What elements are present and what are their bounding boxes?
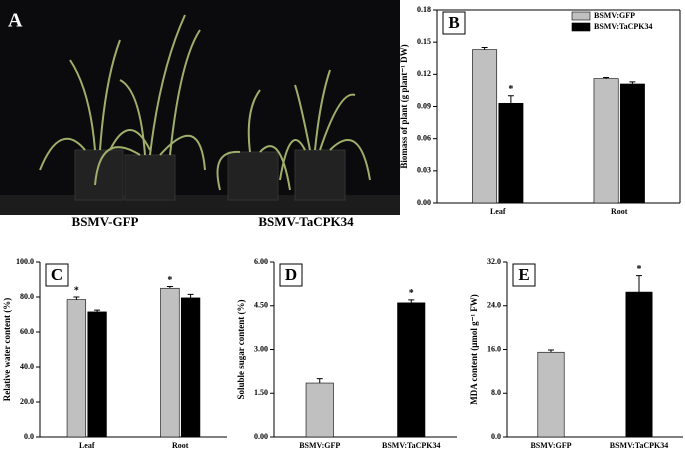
bar	[180, 297, 201, 438]
y-axis-label: MDA content (μmol g⁻¹ FW)	[469, 294, 479, 405]
pots	[74, 149, 346, 201]
panel-label-box	[512, 263, 536, 287]
bar	[66, 299, 87, 438]
x-tick-label: Leaf	[490, 207, 506, 216]
error-bar	[629, 81, 636, 84]
significance-mark: *	[508, 84, 513, 95]
photo-caption: BSMV-TaCPK34	[258, 214, 354, 229]
y-tick-label: 0.0	[491, 432, 501, 441]
bar	[625, 291, 653, 438]
plants	[39, 14, 371, 191]
x-tick-label: BSMV:TaCPK34	[382, 441, 441, 449]
panel-label: E	[518, 265, 529, 284]
y-tick-label: 60.0	[20, 327, 34, 336]
y-axis-label: Biomass of plant (g plant⁻¹ DW)	[399, 44, 409, 168]
significance-mark: *	[409, 288, 414, 299]
legend-label: BSMV:TaCPK34	[594, 22, 653, 31]
y-tick-label: 0.00	[254, 432, 268, 441]
photo-caption: BSMV-GFP	[72, 214, 139, 229]
y-axis-label: Relative water content (%)	[2, 298, 12, 402]
bar	[619, 83, 645, 204]
y-tick-label: 6.00	[254, 257, 268, 266]
photo-panel: A BSMV-GFP BSMV-TaCPK34	[0, 0, 400, 229]
panel-label-box	[45, 263, 69, 287]
y-tick-label: 16.0	[487, 344, 501, 353]
panel-label: A	[8, 10, 23, 32]
bar	[472, 49, 498, 204]
x-tick-label: Root	[611, 207, 628, 216]
error-bar	[507, 95, 514, 104]
y-axis-label: Soluble sugar content (%)	[236, 299, 246, 399]
significance-mark: *	[637, 264, 642, 275]
y-tick-label: 4.50	[254, 301, 268, 310]
y-tick-label: 40.0	[20, 362, 34, 371]
error-bar	[94, 309, 101, 312]
bar	[498, 102, 524, 204]
bar	[593, 78, 619, 204]
error-bar	[187, 293, 194, 298]
x-tick-label: Root	[172, 441, 189, 449]
error-bar	[166, 286, 173, 289]
panel-label: D	[285, 265, 297, 284]
error-bar	[408, 299, 415, 303]
error-bar	[316, 378, 323, 384]
x-tick-label: BSMV:TaCPK34	[610, 441, 669, 449]
y-tick-label: 32.0	[487, 257, 501, 266]
y-tick-label: 80.0	[20, 292, 34, 301]
x-tick-label: BSMV:GFP	[299, 441, 340, 449]
bar	[87, 311, 107, 438]
y-tick-label: 0.00	[417, 198, 431, 207]
panel-label: B	[448, 13, 459, 32]
legend-swatch	[571, 22, 591, 32]
error-bar	[548, 349, 554, 353]
x-tick-label: Leaf	[79, 441, 95, 449]
y-tick-label: 24.0	[487, 301, 501, 310]
y-tick-label: 0.03	[417, 166, 431, 175]
y-tick-label: 20.0	[20, 397, 34, 406]
y-tick-label: 8.0	[491, 388, 501, 397]
y-tick-label: 3.00	[254, 344, 268, 353]
y-tick-label: 0.0	[24, 432, 34, 441]
bar	[397, 302, 426, 438]
bar	[160, 287, 180, 438]
error-bar	[73, 296, 80, 300]
legend-label: BSMV:GFP	[594, 11, 635, 20]
y-tick-label: 0.18	[417, 5, 431, 14]
panel-label-box	[279, 263, 303, 287]
y-tick-label: 0.09	[417, 101, 431, 110]
error-bar	[603, 77, 610, 79]
significance-mark: *	[167, 275, 172, 286]
bar	[305, 382, 334, 438]
error-bar	[636, 275, 642, 293]
bar	[537, 351, 565, 438]
x-tick-label: BSMV:GFP	[530, 441, 571, 449]
y-tick-label: 0.12	[417, 69, 431, 78]
y-tick-label: 0.15	[417, 37, 431, 46]
y-tick-label: 0.06	[417, 133, 431, 142]
legend-swatch	[571, 11, 591, 21]
y-tick-label: 1.50	[254, 388, 268, 397]
error-bar	[481, 47, 488, 50]
significance-mark: *	[74, 285, 79, 296]
panel-label: C	[51, 265, 63, 284]
y-tick-label: 100.0	[16, 257, 34, 266]
panel-label-box	[442, 11, 466, 35]
